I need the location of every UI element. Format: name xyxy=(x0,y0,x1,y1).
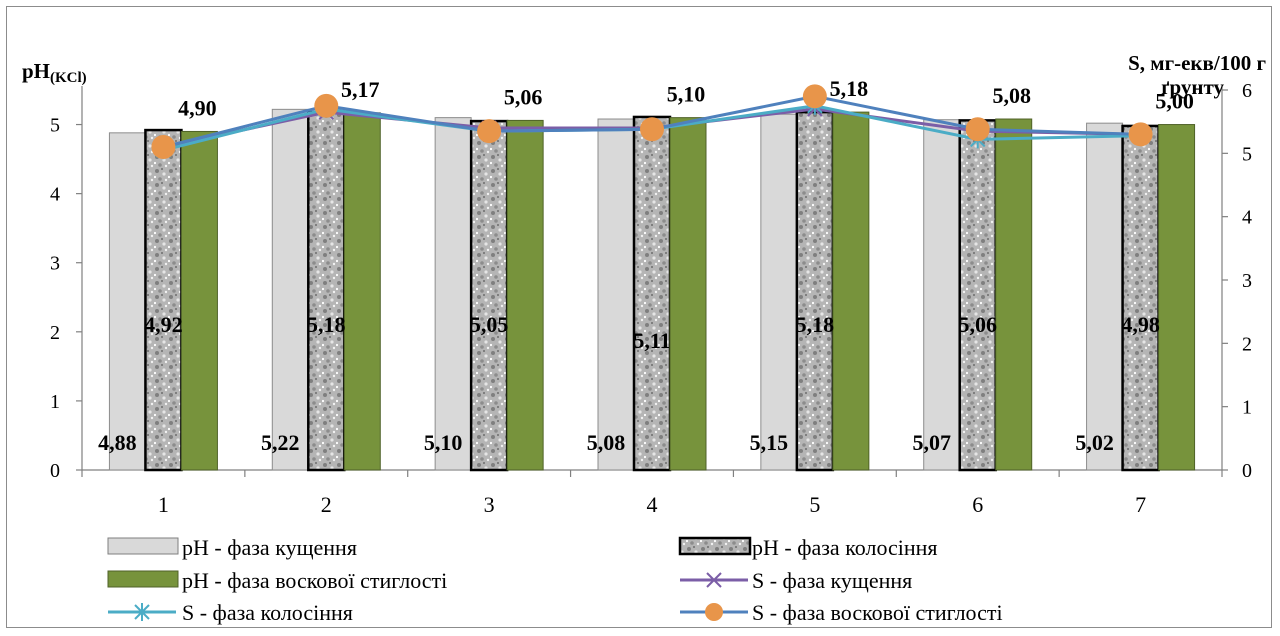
bar-ph-wax xyxy=(833,112,869,470)
marker-s-wax xyxy=(803,84,827,108)
bar-ph-heading xyxy=(1123,126,1159,470)
data-label-ph-tillering: 5,10 xyxy=(424,430,463,455)
legend-label-s-wax: S - фаза воскової стиглості xyxy=(752,600,1003,625)
data-label-ph-wax: 5,06 xyxy=(504,84,543,109)
bar-ph-wax xyxy=(344,113,380,470)
y-right-tick-label: 1 xyxy=(1242,397,1252,419)
bar-ph-heading xyxy=(471,121,507,470)
data-label-ph-tillering: 5,22 xyxy=(261,430,300,455)
bar-ph-tillering xyxy=(1087,123,1123,470)
data-label-ph-wax: 5,10 xyxy=(667,82,706,107)
bar-ph-heading xyxy=(634,117,670,470)
marker-s-wax xyxy=(477,119,501,143)
y-left-tick-label: 0 xyxy=(50,460,60,482)
y-right-title-line2: ґрунту xyxy=(1161,75,1224,99)
x-tick-label: 6 xyxy=(972,492,983,517)
legend-swatch-ph-heading xyxy=(680,538,750,554)
legend-label-ph-wax: pH - фаза воскової стиглості xyxy=(182,568,447,593)
bar-ph-tillering xyxy=(761,114,797,470)
data-label-ph-tillering: 5,08 xyxy=(587,430,626,455)
legend-label-s-heading: S - фаза колосіння xyxy=(182,600,353,625)
bar-ph-tillering xyxy=(435,118,471,470)
y-right-tick-label: 5 xyxy=(1242,143,1252,165)
data-label-ph-wax: 5,08 xyxy=(992,83,1031,108)
data-label-ph-wax: 5,18 xyxy=(830,76,869,101)
marker-s-wax xyxy=(314,94,338,118)
bar-ph-tillering xyxy=(598,119,634,470)
y-left-tick-label: 2 xyxy=(50,322,60,344)
bar-ph-wax xyxy=(181,131,217,470)
x-tick-label: 7 xyxy=(1135,492,1146,517)
y-right-tick-label: 4 xyxy=(1242,207,1252,229)
marker-s-wax xyxy=(151,135,175,159)
bar-ph-tillering xyxy=(272,109,308,470)
x-tick-label: 2 xyxy=(321,492,332,517)
legend-label-ph-tillering: pH - фаза кущення xyxy=(182,535,357,560)
y-right-tick-label: 6 xyxy=(1242,80,1252,102)
bar-ph-heading xyxy=(145,130,181,470)
legend-label-s-tillering: S - фаза кущення xyxy=(752,568,912,593)
marker-s-wax xyxy=(640,117,664,141)
y-right-tick-label: 0 xyxy=(1242,460,1252,482)
legend-swatch-ph-tillering xyxy=(108,538,178,554)
x-tick-label: 1 xyxy=(158,492,169,517)
legend-marker-s-wax xyxy=(705,603,723,621)
bar-ph-tillering xyxy=(924,120,960,470)
bar-ph-wax xyxy=(1159,125,1195,470)
data-label-ph-tillering: 4,88 xyxy=(98,430,137,455)
data-label-ph-heading: 4,98 xyxy=(1121,312,1160,337)
data-label-ph-heading: 5,06 xyxy=(958,312,997,337)
bar-ph-heading xyxy=(308,112,344,470)
bar-ph-tillering xyxy=(109,133,145,470)
legend-swatch-ph-wax xyxy=(108,571,178,587)
y-right-title-line1: S, мг-екв/100 г xyxy=(1128,51,1266,75)
bar-ph-heading xyxy=(797,112,833,470)
data-label-ph-heading: 5,11 xyxy=(633,328,670,353)
data-label-ph-heading: 5,18 xyxy=(796,312,835,337)
data-label-ph-tillering: 5,02 xyxy=(1075,430,1114,455)
x-tick-label: 3 xyxy=(484,492,495,517)
data-label-ph-heading: 4,92 xyxy=(144,312,183,337)
data-label-ph-tillering: 5,07 xyxy=(912,430,951,455)
bars xyxy=(109,109,1194,470)
bar-ph-heading xyxy=(960,120,996,470)
data-label-ph-wax: 4,90 xyxy=(178,95,217,120)
y-left-tick-label: 3 xyxy=(50,253,60,275)
y-left-title: pH(KCl) xyxy=(22,59,87,86)
y-left-tick-label: 1 xyxy=(50,391,60,413)
data-label-ph-tillering: 5,15 xyxy=(750,430,789,455)
marker-s-wax xyxy=(966,117,990,141)
y-left-tick-label: 5 xyxy=(50,115,60,137)
x-tick-label: 5 xyxy=(809,492,820,517)
data-label-ph-heading: 5,05 xyxy=(470,312,509,337)
legend-label-ph-heading: pH - фаза колосіння xyxy=(752,535,938,560)
y-right-tick-label: 2 xyxy=(1242,333,1252,355)
data-label-ph-wax: 5,17 xyxy=(341,77,380,102)
marker-s-wax xyxy=(1129,122,1153,146)
bar-ph-wax xyxy=(507,120,543,470)
data-label-ph-heading: 5,18 xyxy=(307,312,346,337)
bar-ph-wax xyxy=(670,118,706,470)
y-left-tick-label: 4 xyxy=(50,184,60,206)
legend: pH - фаза кущення pH - фаза колосіння pH… xyxy=(108,535,1003,625)
bar-ph-wax xyxy=(996,119,1032,470)
x-tick-label: 4 xyxy=(647,492,658,517)
y-right-tick-label: 3 xyxy=(1242,270,1252,292)
